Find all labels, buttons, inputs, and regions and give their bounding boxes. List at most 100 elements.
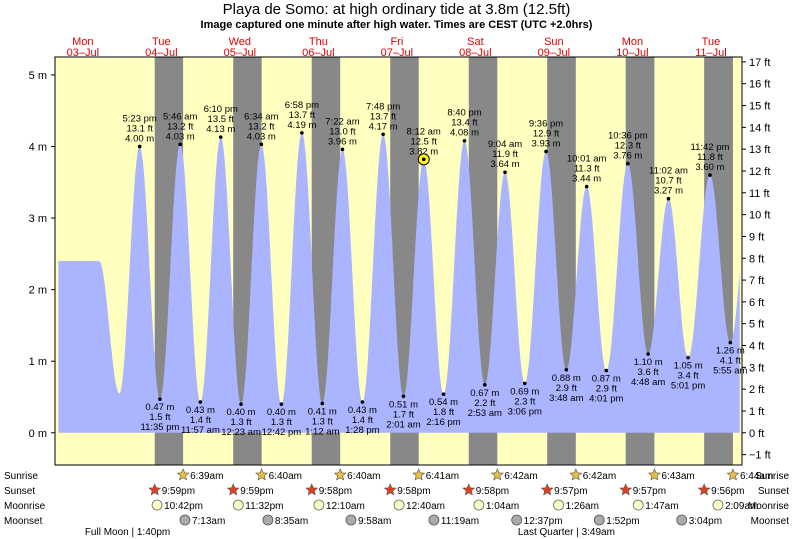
low-tide-point <box>239 402 243 406</box>
low-tide-label: 5:55 am <box>713 366 747 377</box>
low-tide-label: 11:57 am <box>181 425 220 436</box>
high-tide-label: 8:12 am <box>407 126 441 137</box>
y-tick-label-ft: 4 ft <box>749 341 764 353</box>
low-tide-label: 0.69 m <box>510 386 539 397</box>
moonrise-time: 1:04am <box>486 501 519 512</box>
low-tide-label: 2:53 am <box>468 408 502 419</box>
high-tide-label: 4.00 m <box>125 133 154 144</box>
high-tide-label: 6:34 am <box>244 111 278 122</box>
moonset-time: 8:35am <box>275 516 308 527</box>
low-tide-point <box>158 397 162 401</box>
low-tide-label: 12:42 pm <box>262 427 302 438</box>
sunset-time: 9:59pm <box>240 486 273 497</box>
high-tide-point <box>137 144 142 149</box>
y-tick-label-ft: 15 ft <box>749 101 770 113</box>
low-tide-label: 1.4 ft <box>190 415 211 426</box>
low-tide-label: 2.9 ft <box>596 384 617 395</box>
sunset-time: 9:57pm <box>554 486 587 497</box>
astro-row-label-left: Moonrise <box>4 501 46 512</box>
moonrise-icon <box>151 499 163 511</box>
y-tick-label-ft: 0 ft <box>749 428 764 440</box>
high-tide-label: 13.2 ft <box>248 121 275 132</box>
high-tide-label: 13.7 ft <box>289 110 316 121</box>
current-tide-marker-dot <box>421 157 426 162</box>
low-tide-point <box>401 394 406 399</box>
low-tide-label: 0.40 m <box>267 407 296 418</box>
high-tide-label: 13.4 ft <box>451 118 478 129</box>
high-tide-label: 3.76 m <box>613 151 642 162</box>
day-name-label: Mon <box>622 36 643 48</box>
low-tide-point <box>728 340 733 345</box>
low-tide-label: 1.8 ft <box>433 407 454 418</box>
low-tide-label: 0.67 m <box>470 388 499 399</box>
low-tide-point <box>198 400 203 404</box>
y-tick-label-ft: 14 ft <box>749 122 770 134</box>
sunrise-icon <box>255 468 269 481</box>
day-name-label: Mon <box>72 36 93 48</box>
sunset-time: 9:59pm <box>162 486 195 497</box>
y-tick-label-ft: 2 ft <box>749 384 764 396</box>
day-date-label: 03–Jul <box>67 47 99 59</box>
low-tide-label: 11:35 pm <box>140 422 179 433</box>
sunrise-time: 6:42am <box>583 471 616 482</box>
low-tide-label: 0.40 m <box>227 407 256 418</box>
high-tide-label: 5:23 pm <box>123 113 157 124</box>
y-tick-label-ft: 10 ft <box>749 210 770 222</box>
low-tide-label: 3:06 pm <box>508 406 542 417</box>
sunrise-time: 6:39am <box>190 471 223 482</box>
sunrise-time: 6:40am <box>269 471 302 482</box>
low-tide-point <box>604 368 609 373</box>
low-tide-label: 0.54 m <box>429 397 458 408</box>
moon-phase-label: Full Moon | 1:40pm <box>85 527 170 538</box>
low-tide-label: 1:28 pm <box>345 425 379 436</box>
sunrise-icon <box>569 468 583 481</box>
y-tick-label-ft: 9 ft <box>749 231 764 243</box>
day-date-label: 06–Jul <box>302 47 334 59</box>
high-tide-label: 9:04 am <box>488 139 522 150</box>
day-date-label: 07–Jul <box>381 47 413 59</box>
high-tide-label: 13.7 ft <box>370 111 397 122</box>
high-tide-point <box>626 161 630 166</box>
y-tick-label-ft: 6 ft <box>749 297 764 309</box>
high-tide-label: 13.0 ft <box>329 126 356 137</box>
high-tide-point <box>178 142 182 147</box>
y-tick-label-m: 3 m <box>29 213 47 225</box>
low-tide-label: 1:12 am <box>305 426 339 437</box>
chart-subtitle: Image captured one minute after high wat… <box>200 19 593 31</box>
high-tide-label: 8:40 pm <box>447 108 481 119</box>
astro-row-label-left: Sunset <box>4 486 35 497</box>
tide-curve <box>58 132 740 433</box>
high-tide-point <box>584 184 589 189</box>
high-tide-label: 11:42 pm <box>690 142 729 153</box>
sunrise-time: 6:41am <box>426 471 459 482</box>
moonrise-time: 12:10am <box>326 501 365 512</box>
high-tide-label: 10:36 pm <box>608 131 648 142</box>
high-tide-point <box>708 173 712 177</box>
sunset-icon <box>697 483 711 496</box>
low-tide-label: 0.43 m <box>186 405 215 416</box>
high-tide-point <box>340 147 345 152</box>
high-tide-point <box>503 170 507 175</box>
low-tide-label: 3.6 ft <box>638 367 659 378</box>
low-tide-label: 1.3 ft <box>312 416 333 427</box>
sunset-icon <box>148 483 162 496</box>
y-tick-label-ft: 16 ft <box>749 79 770 91</box>
low-tide-point <box>320 401 325 406</box>
moonset-icon <box>676 514 688 526</box>
moonrise-icon <box>232 499 244 511</box>
high-tide-point <box>666 196 671 201</box>
y-tick-label-m: 5 m <box>29 70 47 82</box>
high-tide-label: 12.9 ft <box>533 128 560 139</box>
low-tide-label: 4:01 pm <box>589 394 623 405</box>
high-tide-label: 11.9 ft <box>492 149 518 160</box>
high-tide-label: 12.3 ft <box>615 141 642 152</box>
y-tick-label-ft: 13 ft <box>749 144 770 156</box>
y-tick-label-ft: −1 ft <box>749 450 771 462</box>
low-tide-label: 0.43 m <box>348 405 377 416</box>
sunset-time: 9:58pm <box>397 486 430 497</box>
low-tide-label: 0.47 m <box>145 402 174 413</box>
astro-row-label-right: Moonset <box>751 516 790 527</box>
day-name-label: Tue <box>702 36 721 48</box>
